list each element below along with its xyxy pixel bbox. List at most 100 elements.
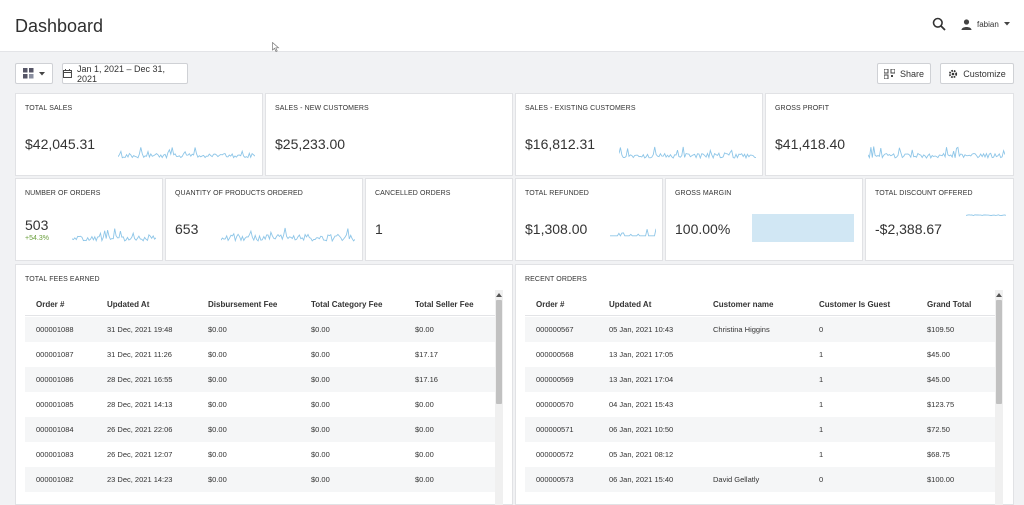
total-refunded-card[interactable]: TOTAL REFUNDED $1,308.00 [515, 178, 663, 261]
table-row[interactable]: 000001087 31 Dec, 2021 11:26 $0.00 $0.00 $17… [25, 342, 495, 367]
card-title: QUANTITY OF PRODUCTS ORDERED [175, 190, 303, 197]
table-row[interactable]: 000000567 05 Jan, 2021 10:43 Christina Hig… [525, 317, 995, 342]
table-cell: 06 Jan, 2021 10:50 [609, 425, 674, 434]
scroll-up-icon[interactable] [996, 292, 1002, 298]
cancelled-orders-card[interactable]: CANCELLED ORDERS 1 [365, 178, 513, 261]
table-cell: $0.00 [208, 350, 227, 359]
sparkline-path [221, 227, 355, 242]
table-row[interactable]: 000000568 13 Jan, 2021 17:05 1 $45.00 [525, 342, 995, 367]
table-cell: 000000567 [536, 325, 574, 334]
user-menu[interactable]: fabian [961, 17, 1010, 31]
table-row[interactable]: 000000569 13 Jan, 2021 17:04 1 $45.00 [525, 367, 995, 392]
table-cell: 31 Dec, 2021 11:26 [107, 350, 172, 359]
table-cell: $109.50 [927, 325, 955, 334]
user-icon [961, 18, 972, 30]
table-row[interactable]: 000001085 28 Dec, 2021 14:13 $0.00 $0.00 $0.… [25, 392, 495, 417]
column-header[interactable]: Updated At [107, 300, 150, 309]
sales-existing-customers-card[interactable]: SALES - EXISTING CUSTOMERS $16,812.31 [515, 93, 763, 176]
table-cell: 1 [819, 425, 824, 434]
gross-margin-card[interactable]: GROSS MARGIN 100.00% [665, 178, 863, 261]
card-title: TOTAL REFUNDED [525, 190, 589, 197]
table-cell: $0.00 [415, 400, 434, 409]
table-cell: $0.00 [311, 475, 330, 484]
page-title: Dashboard [15, 16, 104, 36]
sparkline-path [610, 228, 656, 237]
share-button[interactable]: Share [877, 63, 931, 84]
table-cell: $0.00 [208, 400, 227, 409]
card-value: -$2,388.67 [875, 221, 942, 237]
table-cell: $0.00 [208, 475, 227, 484]
table-row[interactable]: 000001084 26 Dec, 2021 22:06 $0.00 $0.00 $0.… [25, 417, 495, 442]
table-cell: $0.00 [208, 325, 227, 334]
total-sales-card[interactable]: TOTAL SALES $42,045.31 [15, 93, 263, 176]
column-header[interactable]: Updated At [609, 300, 652, 309]
card-title: SALES - EXISTING CUSTOMERS [525, 105, 636, 112]
fees-scroll-thumb[interactable] [496, 300, 502, 404]
date-range-picker[interactable]: Jan 1, 2021 – Dec 31, 2021 [62, 63, 188, 84]
column-header[interactable]: Order # [536, 300, 565, 309]
fees-table-header: Order # Updated At Disbursement Fee Total C… [25, 294, 495, 316]
table-cell: $0.00 [311, 450, 330, 459]
table-cell: $123.75 [927, 400, 955, 409]
table-cell: 23 Dec, 2021 14:23 [107, 475, 173, 484]
column-header[interactable]: Order # [36, 300, 65, 309]
column-header[interactable]: Disbursement Fee [208, 300, 278, 309]
table-cell: 000000568 [536, 350, 574, 359]
table-cell: $0.00 [415, 475, 434, 484]
table-row[interactable]: 000000572 05 Jan, 2021 08:12 1 $68.75 [525, 442, 995, 467]
card-title: SALES - NEW CUSTOMERS [275, 105, 369, 112]
table-row[interactable]: 000001086 28 Dec, 2021 16:55 $0.00 $0.00 $17… [25, 367, 495, 392]
table-row[interactable]: 000001088 31 Dec, 2021 19:48 $0.00 $0.00 $0.… [25, 317, 495, 342]
table-row[interactable]: 000000573 06 Jan, 2021 15:40 David Gellatl… [525, 467, 995, 492]
card-value: 1 [375, 221, 383, 237]
table-cell: 000001086 [36, 375, 74, 384]
search-icon[interactable] [932, 17, 946, 31]
sparkline-chart [610, 228, 656, 237]
column-header[interactable]: Customer Is Guest [819, 300, 891, 309]
column-header[interactable]: Grand Total [927, 300, 972, 309]
table-row[interactable]: 000000570 04 Jan, 2021 15:43 1 $123.75 [525, 392, 995, 417]
table-cell: $0.00 [208, 375, 227, 384]
card-value: $16,812.31 [525, 136, 596, 152]
card-value: 503 [25, 217, 49, 233]
table-cell: $0.00 [311, 325, 330, 334]
table-cell: $17.17 [415, 350, 438, 359]
table-cell: 04 Jan, 2021 15:43 [609, 400, 674, 409]
mouse-cursor-icon [272, 42, 280, 52]
table-cell: $0.00 [311, 400, 330, 409]
top-header: Dashboard fabian [0, 0, 1024, 52]
fees-scrollbar[interactable] [495, 290, 503, 505]
column-header[interactable]: Customer name [713, 300, 774, 309]
column-header[interactable]: Total Seller Fee [415, 300, 474, 309]
table-row[interactable]: 000001083 26 Dec, 2021 12:07 $0.00 $0.00 $0.… [25, 442, 495, 467]
quantity-products-card[interactable]: QUANTITY OF PRODUCTS ORDERED 653 [165, 178, 363, 261]
sparkline-path [966, 214, 1006, 217]
orders-scrollbar[interactable] [995, 290, 1003, 505]
table-cell: $0.00 [415, 425, 434, 434]
table-cell: 0 [819, 475, 824, 484]
table-row[interactable]: 000000571 06 Jan, 2021 10:50 1 $72.50 [525, 417, 995, 442]
table-cell: $45.00 [927, 375, 950, 384]
sales-new-customers-card[interactable]: SALES - NEW CUSTOMERS $25,233.00 [265, 93, 513, 176]
table-cell: David Gellatly [713, 475, 760, 484]
column-header[interactable]: Total Category Fee [311, 300, 383, 309]
gross-profit-card[interactable]: GROSS PROFIT $41,418.40 [765, 93, 1014, 176]
total-discount-card[interactable]: TOTAL DISCOUNT OFFERED -$2,388.67 [865, 178, 1014, 261]
table-row[interactable]: 000001082 23 Dec, 2021 14:23 $0.00 $0.00 $0.… [25, 467, 495, 492]
user-name: fabian [977, 19, 999, 29]
table-cell: $0.00 [311, 425, 330, 434]
change-percentage: +54.3% [25, 235, 49, 242]
layout-dropdown-button[interactable] [15, 63, 53, 84]
number-of-orders-card[interactable]: NUMBER OF ORDERS 503 +54.3% [15, 178, 163, 261]
table-cell: 1 [819, 375, 824, 384]
table-cell: 000000570 [536, 400, 574, 409]
table-cell: 000001084 [36, 425, 74, 434]
sparkline-chart [118, 147, 255, 159]
scroll-up-icon[interactable] [496, 292, 502, 298]
orders-scroll-thumb[interactable] [996, 300, 1002, 404]
customize-button[interactable]: Customize [940, 63, 1014, 84]
card-value: $41,418.40 [775, 136, 846, 152]
card-value: 653 [175, 221, 199, 237]
table-cell: 0 [819, 325, 824, 334]
table-cell: 05 Jan, 2021 10:43 [609, 325, 674, 334]
